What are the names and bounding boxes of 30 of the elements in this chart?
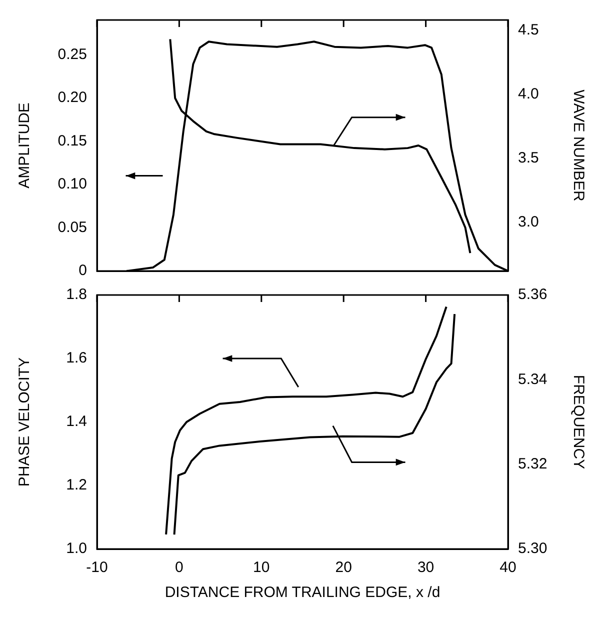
y2-tick-label: 5.30 [518, 540, 548, 558]
y2-tick-label: 3.5 [518, 149, 539, 166]
y2-tick-label: 5.34 [518, 370, 548, 388]
y-tick-label: 0.15 [58, 132, 87, 150]
x-tick-label: 20 [335, 559, 352, 576]
y-tick-label: 1.8 [66, 286, 87, 304]
y2-axis-title: WAVE NUMBER [570, 90, 587, 202]
y-tick-label: 1.2 [66, 476, 87, 494]
x-tick-label: -10 [86, 559, 108, 576]
y2-tick-label: 3.0 [518, 213, 539, 230]
y-tick-label: 0.10 [58, 176, 87, 193]
y2-tick-label: 5.36 [518, 286, 548, 304]
y-tick-label: 1.0 [66, 540, 87, 558]
y-axis-title: PHASE VELOCITY [16, 357, 34, 487]
y2-tick-label: 4.5 [518, 21, 539, 38]
y-tick-label: 0.25 [58, 46, 87, 63]
x-tick-label: 10 [253, 559, 270, 576]
y2-tick-label: 5.32 [518, 455, 548, 472]
y-axis-title: AMPLITUDE [16, 102, 34, 188]
y-tick-label: 0 [78, 262, 87, 280]
y2-axis-title: FREQUENCY [570, 374, 587, 470]
x-axis-title: DISTANCE FROM TRAILING EDGE, x /d [164, 584, 440, 602]
y-tick-label: 1.6 [66, 350, 87, 367]
x-tick-label: 30 [417, 559, 434, 576]
y-tick-label: 1.4 [66, 413, 87, 430]
y2-tick-label: 4.0 [518, 85, 539, 102]
y-tick-label: 0.05 [58, 218, 87, 236]
y-tick-label: 0.20 [58, 89, 87, 106]
x-tick-label: 40 [500, 559, 516, 576]
x-tick-label: 0 [175, 559, 184, 576]
